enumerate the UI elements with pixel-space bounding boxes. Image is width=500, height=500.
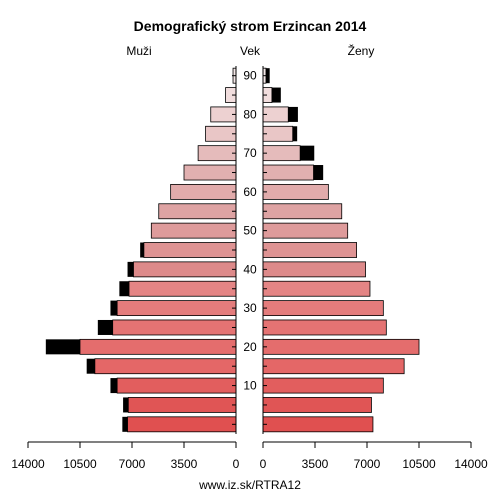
female-excess-bar-70-74 <box>300 145 315 161</box>
female-bar-60-64 <box>262 183 329 200</box>
male-excess-bar-15-19 <box>86 358 95 374</box>
female-bar-55-59 <box>262 203 343 220</box>
age-label: Vek <box>240 44 261 58</box>
x-tick-label-right: 7000 <box>354 457 381 471</box>
male-bar-75-79 <box>205 125 237 142</box>
male-excess-bar-10-14 <box>110 378 118 394</box>
male-bar-5-9 <box>127 397 237 413</box>
age-ticks: 10 20 30 40 50 60 70 80 90 <box>232 69 267 425</box>
male-bar-70-74 <box>197 145 237 162</box>
male-label: Muži <box>126 44 151 58</box>
age-tick-label: 60 <box>243 185 257 199</box>
male-bar-0-4 <box>127 416 237 433</box>
female-bar-25-29 <box>262 319 387 336</box>
female-label: Ženy <box>348 43 375 58</box>
female-bar-15-19 <box>262 358 405 375</box>
female-excess-bar-80-84 <box>288 106 298 122</box>
x-tick-label-left: 3500 <box>171 457 198 471</box>
male-bars <box>45 67 237 433</box>
male-excess-bar-20-24 <box>45 339 80 355</box>
age-tick-label: 30 <box>243 301 257 315</box>
male-excess-bar-25-29 <box>97 319 113 335</box>
x-tick-label-right: 3500 <box>302 457 329 471</box>
x-tick-label-right: 0 <box>260 457 267 471</box>
male-excess-bar-40-44 <box>127 261 134 277</box>
female-bar-40-44 <box>262 261 366 278</box>
x-axis-ticks: 14000 10500 7000 3500 0 0 3500 7000 10500 14000 <box>11 442 488 471</box>
female-bar-10-14 <box>262 377 384 394</box>
x-tick-label-left: 7000 <box>119 457 146 471</box>
male-bar-30-34 <box>116 300 237 317</box>
female-bar-5-9 <box>262 397 372 413</box>
female-bar-0-4 <box>262 416 374 433</box>
female-excess-bar-65-69 <box>313 165 324 181</box>
age-tick-label: 80 <box>243 107 257 121</box>
x-tick-label-left: 0 <box>233 457 240 471</box>
female-excess-bar-90+ <box>265 68 270 84</box>
male-bar-35-39 <box>128 280 237 297</box>
male-bar-40-44 <box>133 261 237 278</box>
female-bar-65-69 <box>262 164 314 181</box>
footer-url: www.iz.sk/RTRA12 <box>198 478 301 492</box>
female-bar-70-74 <box>262 145 301 162</box>
female-excess-bar-85-89 <box>271 87 281 103</box>
male-bar-25-29 <box>112 319 237 336</box>
male-bar-15-19 <box>94 358 237 375</box>
x-tick-label-left: 10500 <box>63 457 97 471</box>
male-bar-65-69 <box>183 164 237 181</box>
male-bar-20-24 <box>79 338 237 355</box>
chart-title: Demografický strom Erzincan 2014 <box>134 18 367 34</box>
male-excess-bar-0-4 <box>122 416 128 432</box>
female-bar-30-34 <box>262 300 384 317</box>
male-bar-45-49 <box>143 242 237 258</box>
male-bar-10-14 <box>116 377 237 394</box>
female-bar-50-54 <box>262 222 349 239</box>
female-bars <box>262 67 420 433</box>
age-tick-label: 90 <box>243 69 257 83</box>
female-bar-45-49 <box>262 242 357 258</box>
age-tick-label: 50 <box>243 224 257 238</box>
male-bar-55-59 <box>158 203 237 220</box>
male-excess-bar-30-34 <box>110 300 118 316</box>
female-bar-35-39 <box>262 280 371 297</box>
x-tick-label-right: 10500 <box>402 457 436 471</box>
female-bar-75-79 <box>262 125 294 142</box>
female-bar-20-24 <box>262 338 420 355</box>
age-tick-label: 70 <box>243 146 257 160</box>
age-tick-label: 40 <box>243 262 257 276</box>
male-excess-bar-5-9 <box>123 397 129 413</box>
x-tick-label-left: 14000 <box>11 457 45 471</box>
male-bar-60-64 <box>170 183 237 200</box>
male-excess-bar-35-39 <box>119 281 130 297</box>
male-excess-bar-45-49 <box>140 242 144 258</box>
male-bar-50-54 <box>150 222 237 239</box>
age-tick-label: 20 <box>243 340 257 354</box>
female-excess-bar-75-79 <box>292 126 298 142</box>
x-tick-label-right: 14000 <box>454 457 488 471</box>
age-tick-label: 10 <box>243 379 257 393</box>
